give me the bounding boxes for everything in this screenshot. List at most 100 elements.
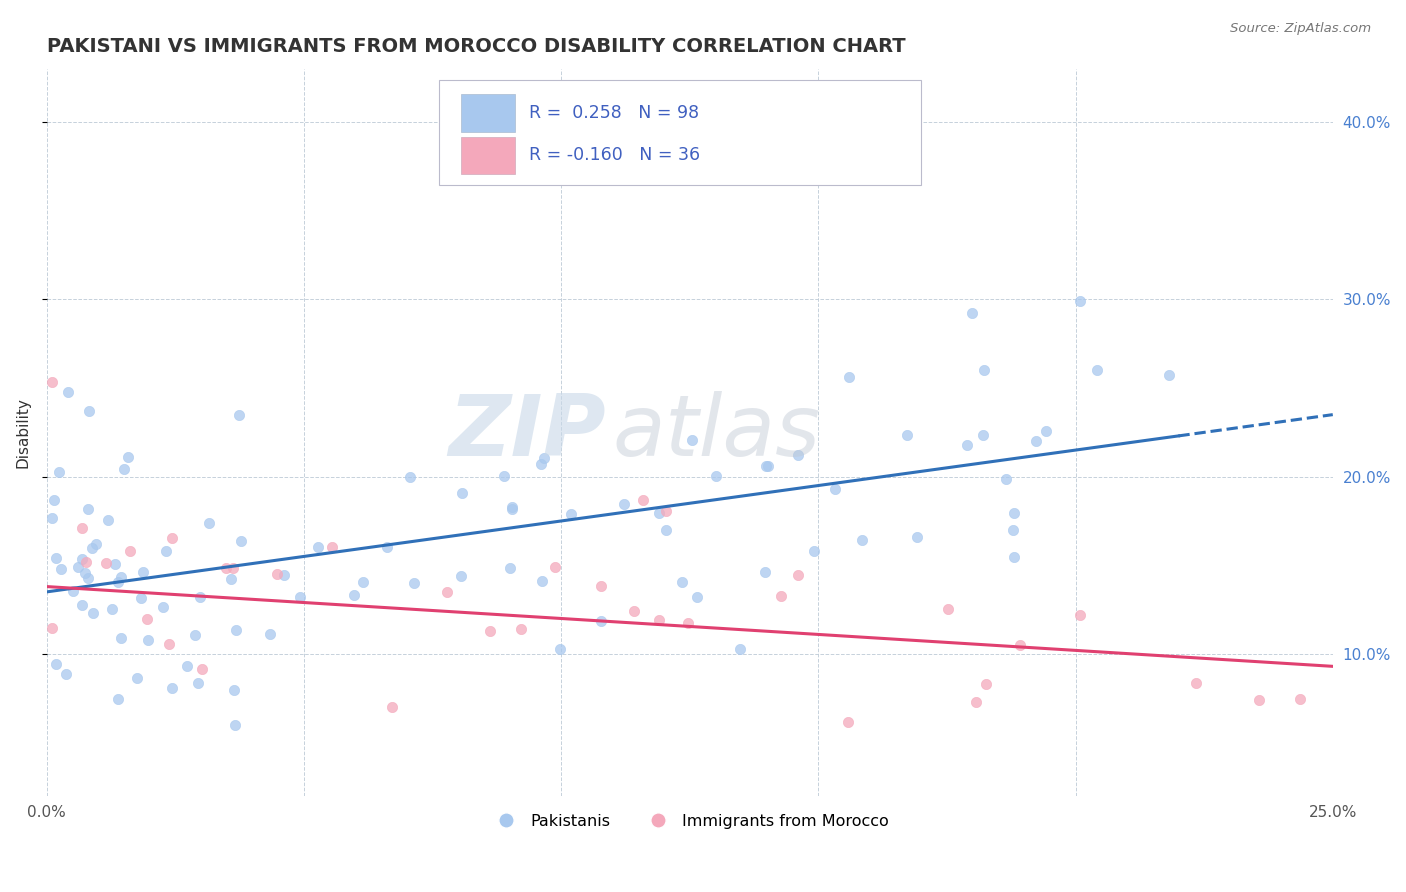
Point bbox=[70, 521, 93, 535]
Point bbox=[837, 714, 859, 729]
Bar bbox=[461, 95, 515, 132]
Point bbox=[1249, 693, 1271, 707]
Point bbox=[756, 459, 779, 474]
Point bbox=[956, 438, 979, 452]
Point bbox=[224, 682, 246, 697]
Point bbox=[492, 469, 515, 483]
Point bbox=[48, 465, 70, 479]
Point bbox=[225, 624, 247, 638]
Point bbox=[965, 694, 987, 708]
Point bbox=[343, 588, 366, 602]
Point bbox=[157, 637, 180, 651]
Point bbox=[215, 561, 238, 575]
Point bbox=[190, 662, 212, 676]
Point bbox=[1085, 363, 1108, 377]
Point bbox=[530, 574, 553, 588]
Point bbox=[671, 575, 693, 590]
Point bbox=[510, 622, 533, 636]
Point bbox=[77, 404, 100, 418]
Point bbox=[533, 450, 555, 465]
Point bbox=[995, 472, 1018, 486]
Point bbox=[45, 551, 67, 566]
Point bbox=[56, 385, 79, 400]
Point bbox=[851, 533, 873, 547]
Point bbox=[152, 600, 174, 615]
Point bbox=[450, 569, 472, 583]
Point bbox=[112, 462, 135, 476]
Point bbox=[976, 676, 998, 690]
Point bbox=[187, 676, 209, 690]
Point bbox=[103, 558, 125, 572]
Point bbox=[198, 516, 221, 530]
Point bbox=[94, 556, 117, 570]
Point bbox=[118, 544, 141, 558]
Point bbox=[1035, 424, 1057, 438]
Point bbox=[436, 585, 458, 599]
Point bbox=[107, 574, 129, 589]
Point bbox=[75, 555, 97, 569]
Point bbox=[1288, 692, 1310, 706]
Text: Source: ZipAtlas.com: Source: ZipAtlas.com bbox=[1230, 22, 1371, 36]
Point bbox=[231, 534, 253, 549]
Point bbox=[45, 657, 67, 671]
Point bbox=[155, 544, 177, 558]
Point bbox=[352, 574, 374, 589]
Point bbox=[55, 667, 77, 681]
Point bbox=[648, 613, 671, 627]
Point bbox=[591, 614, 613, 628]
Point bbox=[589, 579, 612, 593]
Point bbox=[824, 483, 846, 497]
Point bbox=[896, 428, 918, 442]
Point bbox=[654, 504, 676, 518]
Point bbox=[404, 576, 426, 591]
Point bbox=[730, 642, 752, 657]
Point bbox=[110, 631, 132, 645]
Point bbox=[70, 551, 93, 566]
Point bbox=[381, 700, 404, 714]
Point bbox=[499, 561, 522, 575]
Point bbox=[613, 497, 636, 511]
Point bbox=[222, 561, 245, 575]
Point bbox=[960, 306, 983, 320]
Point bbox=[77, 501, 100, 516]
Point bbox=[1185, 676, 1208, 690]
Point bbox=[321, 540, 343, 554]
Point bbox=[101, 601, 124, 615]
Bar bbox=[461, 136, 515, 174]
Point bbox=[1002, 506, 1025, 520]
Point bbox=[42, 492, 65, 507]
Point bbox=[70, 598, 93, 612]
Legend: Pakistanis, Immigrants from Morocco: Pakistanis, Immigrants from Morocco bbox=[484, 807, 896, 835]
Text: ZIP: ZIP bbox=[449, 391, 606, 474]
Point bbox=[838, 370, 860, 384]
FancyBboxPatch shape bbox=[439, 80, 921, 186]
Point bbox=[1069, 293, 1091, 308]
Point bbox=[41, 375, 63, 389]
Point bbox=[49, 562, 72, 576]
Point bbox=[501, 500, 523, 514]
Point bbox=[676, 615, 699, 630]
Point bbox=[259, 626, 281, 640]
Point bbox=[548, 642, 571, 657]
Point bbox=[706, 469, 728, 483]
Point bbox=[127, 671, 149, 685]
Point bbox=[77, 571, 100, 585]
Point bbox=[75, 566, 97, 580]
Text: PAKISTANI VS IMMIGRANTS FROM MOROCCO DISABILITY CORRELATION CHART: PAKISTANI VS IMMIGRANTS FROM MOROCCO DIS… bbox=[46, 37, 905, 56]
Point bbox=[560, 507, 582, 521]
Point bbox=[273, 567, 295, 582]
Point bbox=[681, 433, 703, 447]
Point bbox=[107, 691, 129, 706]
Text: atlas: atlas bbox=[613, 391, 821, 474]
Point bbox=[176, 658, 198, 673]
Point bbox=[769, 589, 792, 603]
Point bbox=[129, 591, 152, 605]
Text: R =  0.258   N = 98: R = 0.258 N = 98 bbox=[529, 104, 699, 122]
Text: R = -0.160   N = 36: R = -0.160 N = 36 bbox=[529, 146, 700, 164]
Point bbox=[633, 493, 655, 508]
Point bbox=[685, 591, 707, 605]
Point bbox=[84, 537, 107, 551]
Point bbox=[110, 570, 132, 584]
Point bbox=[1002, 523, 1025, 537]
Point bbox=[41, 621, 63, 635]
